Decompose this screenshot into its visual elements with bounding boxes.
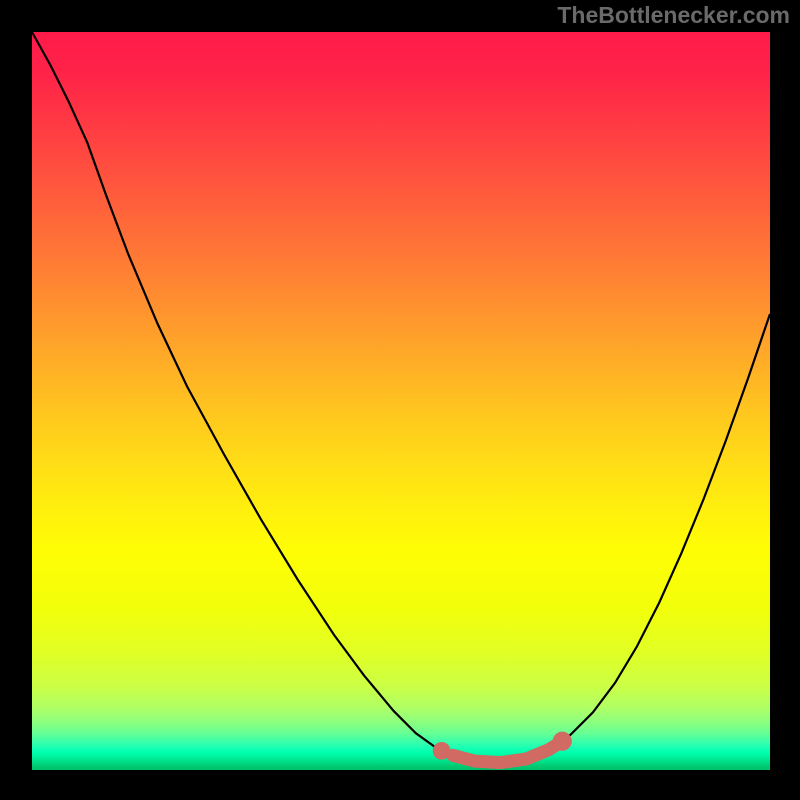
chart-canvas: TheBottlenecker.com <box>0 0 800 800</box>
watermark-text: TheBottlenecker.com <box>557 2 790 29</box>
optimal-range-marker <box>32 32 770 770</box>
plot-area <box>32 32 770 770</box>
